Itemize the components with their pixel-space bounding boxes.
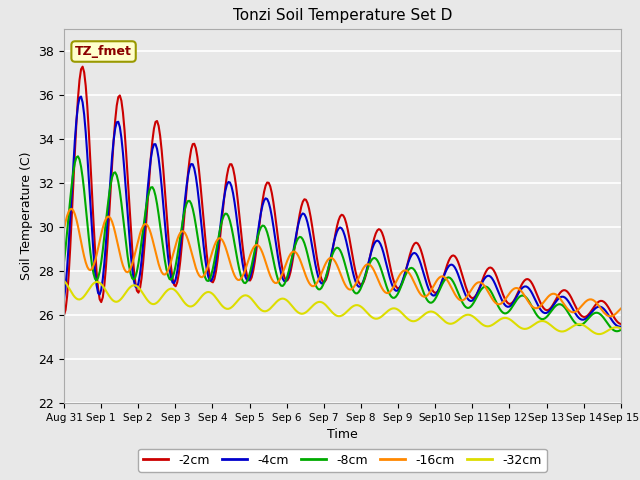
- -2cm: [246, 277, 254, 283]
- Line: -8cm: -8cm: [64, 156, 621, 331]
- -4cm: [130, 277, 138, 283]
- -2cm: [255, 222, 263, 228]
- -4cm: [77, 94, 85, 99]
- -8cm: [617, 327, 625, 333]
- -32cm: [60, 278, 68, 284]
- -16cm: [305, 280, 313, 286]
- -2cm: [79, 64, 86, 70]
- Line: -2cm: -2cm: [64, 67, 621, 324]
- Line: -4cm: -4cm: [64, 96, 621, 326]
- -16cm: [255, 244, 263, 250]
- -16cm: [68, 206, 76, 212]
- Title: Tonzi Soil Temperature Set D: Tonzi Soil Temperature Set D: [233, 9, 452, 24]
- -4cm: [228, 183, 236, 189]
- -8cm: [246, 269, 254, 275]
- -32cm: [586, 327, 594, 333]
- X-axis label: Time: Time: [327, 429, 358, 442]
- Line: -32cm: -32cm: [64, 281, 621, 334]
- -32cm: [226, 305, 234, 311]
- -16cm: [588, 297, 595, 302]
- -32cm: [617, 325, 625, 331]
- -16cm: [246, 252, 254, 258]
- Y-axis label: Soil Temperature (C): Soil Temperature (C): [20, 152, 33, 280]
- -2cm: [60, 312, 68, 318]
- -4cm: [246, 275, 254, 280]
- -4cm: [617, 324, 625, 329]
- -4cm: [616, 324, 623, 329]
- -16cm: [606, 313, 614, 319]
- -8cm: [130, 276, 138, 282]
- -32cm: [244, 293, 252, 299]
- -16cm: [130, 255, 138, 261]
- -8cm: [255, 228, 263, 234]
- -8cm: [74, 154, 82, 159]
- -8cm: [588, 312, 595, 318]
- Text: TZ_fmet: TZ_fmet: [75, 45, 132, 58]
- -16cm: [60, 226, 68, 232]
- -32cm: [303, 308, 311, 314]
- Line: -16cm: -16cm: [64, 209, 621, 316]
- -4cm: [255, 219, 263, 225]
- -4cm: [60, 296, 68, 302]
- -8cm: [60, 259, 68, 265]
- -16cm: [617, 306, 625, 312]
- Legend: -2cm, -4cm, -8cm, -16cm, -32cm: -2cm, -4cm, -8cm, -16cm, -32cm: [138, 449, 547, 472]
- -4cm: [305, 227, 313, 232]
- -4cm: [588, 310, 595, 315]
- -16cm: [228, 264, 236, 270]
- -2cm: [588, 308, 595, 314]
- -2cm: [130, 265, 138, 271]
- -32cm: [595, 331, 603, 337]
- -2cm: [305, 206, 313, 212]
- -2cm: [617, 321, 625, 327]
- -32cm: [129, 283, 136, 288]
- -8cm: [305, 258, 313, 264]
- -32cm: [254, 304, 262, 310]
- -8cm: [612, 328, 620, 334]
- -2cm: [228, 161, 236, 167]
- -8cm: [228, 225, 236, 230]
